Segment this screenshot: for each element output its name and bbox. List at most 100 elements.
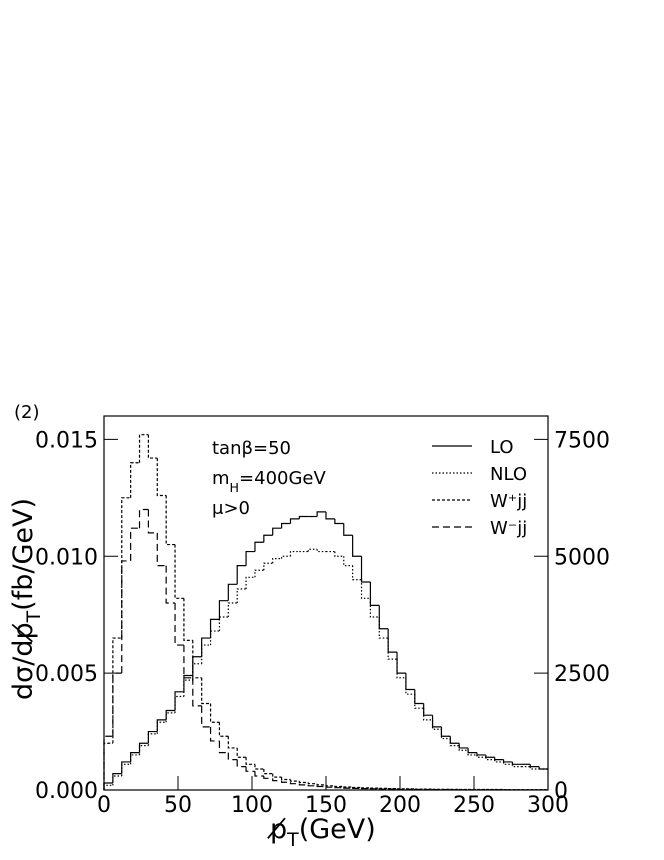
histogram-bin [218, 600, 229, 620]
histogram-bin [263, 775, 273, 779]
histogram-bin [245, 766, 255, 772]
histogram-bin [138, 508, 149, 529]
histogram-bin [201, 705, 211, 728]
legend-label: NLO [490, 464, 527, 485]
histogram-bin [387, 628, 398, 653]
x-tick-label: 100 [231, 793, 273, 818]
x-axis-title-unit: (GeV) [299, 814, 376, 845]
y2-tick-label: 2500 [554, 662, 610, 687]
annotation-main: μ>0 [212, 498, 250, 519]
histogram-bin [121, 761, 131, 774]
histogram-bin [396, 652, 406, 674]
histogram-bin [529, 764, 540, 768]
histogram-bin [360, 579, 371, 599]
histogram-bin [254, 764, 264, 770]
y-axis-title: dσ/dp̸T(fb/GeV) [8, 498, 45, 700]
histogram-bin [183, 679, 193, 697]
histogram-bin [307, 548, 318, 552]
histogram-bin [511, 764, 522, 768]
histogram-bin [254, 771, 264, 777]
histogram-bin [147, 733, 158, 746]
histogram-bin [289, 782, 300, 785]
histogram-bin [254, 569, 264, 578]
histogram-bin [529, 766, 540, 770]
histogram-bin [218, 616, 229, 632]
histogram-bin [289, 550, 300, 557]
histogram-bin [227, 736, 238, 749]
histogram-bin [387, 638, 398, 660]
histogram-bin [156, 721, 167, 734]
histogram-bin [396, 659, 406, 679]
histogram-bin [281, 780, 291, 783]
histogram-bin [183, 598, 193, 641]
histogram-bin [156, 458, 167, 497]
histogram-bin [192, 640, 202, 679]
histogram-bin [272, 527, 282, 536]
histogram-bin [130, 527, 140, 561]
histogram-bin [423, 703, 433, 716]
histogram-bin [201, 637, 211, 657]
histogram-bin [325, 511, 335, 520]
x-axis-title-main: p̸ [266, 814, 287, 845]
histogram-bin [138, 434, 149, 463]
histogram-bin [307, 782, 318, 785]
x-tick-label: 50 [164, 793, 192, 818]
histogram-bin [147, 434, 158, 459]
histogram-bin [263, 534, 273, 543]
histogram-bin [209, 726, 220, 742]
annotation: tanβ=50 [212, 438, 291, 459]
histogram-bin [130, 754, 140, 765]
histogram-bin [298, 515, 309, 519]
x-tick-label: 150 [305, 793, 347, 818]
histogram-bin [431, 719, 442, 730]
histogram-bin [192, 656, 202, 676]
histogram-bin [440, 729, 451, 740]
histogram-bin [360, 556, 371, 583]
x-tick-label: 0 [97, 793, 111, 818]
histogram-bin [165, 495, 176, 546]
histogram-bin [414, 694, 424, 709]
histogram-bin [316, 511, 326, 517]
annotation: mH=400GeV [212, 468, 326, 495]
histogram-bin [334, 551, 344, 557]
histogram-bin [245, 757, 255, 765]
histogram-bin [352, 535, 362, 557]
histogram-bin [503, 761, 513, 765]
histogram-bin [192, 677, 202, 707]
histogram-bin [458, 743, 469, 749]
histogram-bin [156, 532, 167, 567]
histogram-bin [183, 674, 193, 692]
histogram-bin [236, 747, 247, 758]
y-axis-title-main: dσ/dp̸ [8, 622, 39, 700]
histogram-bin [281, 522, 291, 529]
histogram-bin [112, 637, 122, 744]
histogram-bin [156, 719, 167, 732]
histogram-bin [369, 581, 380, 606]
histogram-bin [227, 602, 238, 618]
plot-frame [103, 415, 549, 791]
annotation: μ>0 [212, 498, 250, 519]
histogram-bin [476, 754, 486, 758]
histogram-bin [121, 497, 131, 639]
histogram-bin [165, 709, 176, 720]
x-tick-label: 250 [453, 793, 495, 818]
y-axis-title-unit: (fb/GeV) [8, 498, 39, 611]
histogram-bin [405, 673, 415, 691]
annotation-main: tanβ=50 [212, 438, 291, 459]
histogram-bin [192, 663, 202, 681]
histogram-bin [254, 541, 264, 552]
histogram-bin [112, 775, 122, 786]
histogram-bin [467, 747, 477, 754]
histogram-bin [378, 617, 389, 639]
histogram-bin [316, 783, 326, 786]
histogram-bin [325, 784, 335, 787]
histogram-bin [165, 712, 176, 723]
histogram-bin [121, 763, 131, 776]
histogram-bin [112, 672, 122, 737]
histogram-bin [130, 752, 140, 762]
histogram-bin [227, 583, 238, 601]
histogram-bin [307, 784, 318, 787]
histogram-bin [458, 745, 469, 751]
